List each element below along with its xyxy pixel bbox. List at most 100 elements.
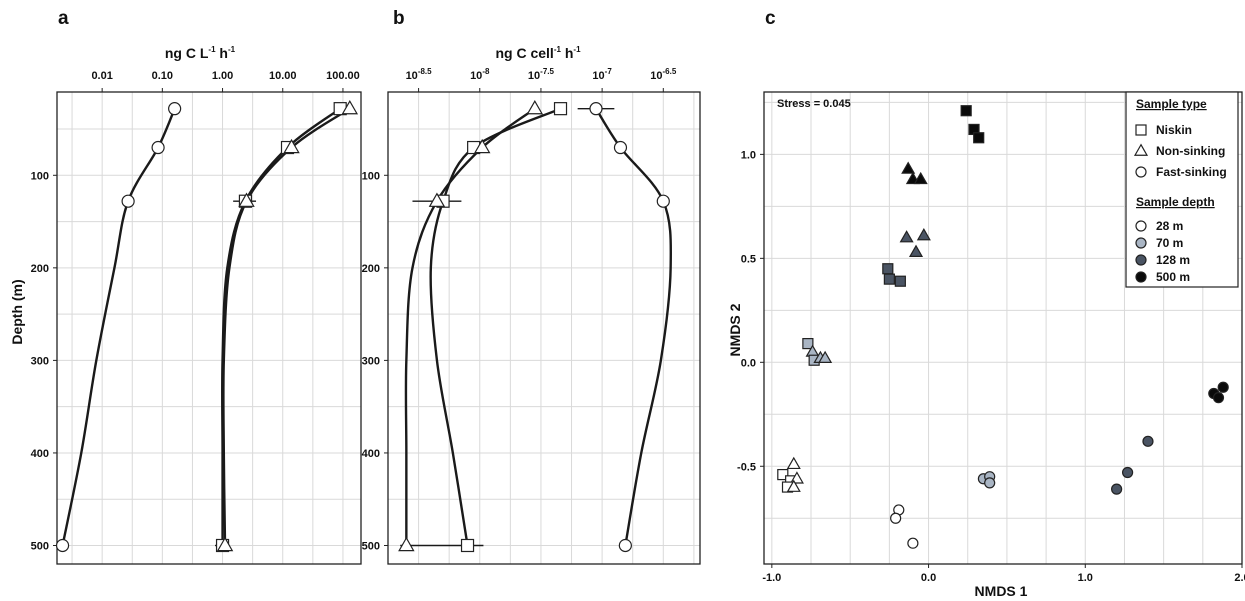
- data-point-square: [553, 102, 568, 116]
- plot-frame: [387, 91, 701, 565]
- data-point-triangle: [238, 192, 255, 207]
- data-point-circle: [121, 194, 135, 208]
- y-tick-label: 300: [31, 355, 49, 367]
- legend-marker-depth: [1135, 271, 1147, 283]
- legend-label: Niskin: [1156, 123, 1192, 137]
- nmds-point-circle: [1111, 483, 1123, 495]
- x-tick-label: 2.0: [1234, 572, 1245, 584]
- legend-label: Non-sinking: [1156, 144, 1225, 158]
- legend-label: Fast-sinking: [1156, 165, 1227, 179]
- depth-axis-title: Depth (m): [9, 279, 25, 344]
- x-tick-label: 0.01: [91, 70, 112, 82]
- data-point-circle: [168, 102, 182, 116]
- y-tick-label: 500: [31, 540, 49, 552]
- legend-marker-depth: [1135, 237, 1147, 249]
- data-point-circle: [618, 538, 632, 553]
- legend-title-sample-depth: Sample depth: [1136, 195, 1215, 209]
- data-point-triangle: [473, 138, 491, 154]
- nmds2-axis-title: NMDS 2: [727, 303, 743, 356]
- nmds-point-circle: [1121, 466, 1134, 479]
- nmds-point-triangle: [913, 171, 928, 185]
- panel-b-x-axis-title: ng C cell-1 h-1: [495, 45, 581, 61]
- data-point-triangle: [398, 536, 415, 552]
- plot-frame: [763, 91, 1243, 565]
- data-point-circle: [151, 140, 165, 155]
- legend-title-sample-type: Sample type: [1136, 97, 1207, 111]
- data-point-square: [460, 538, 475, 553]
- profile-curve-triangle: [222, 107, 351, 547]
- profile-curve-triangle: [404, 107, 537, 547]
- legend-label: 70 m: [1156, 236, 1183, 250]
- nmds-point-square: [802, 337, 814, 350]
- y-tick-label: 0.5: [741, 253, 756, 265]
- data-point-circle: [656, 194, 670, 208]
- legend-marker-depth: [1135, 254, 1147, 266]
- nmds-point-square: [973, 132, 985, 144]
- nmds-point-square: [883, 273, 895, 285]
- nmds-point-square: [777, 468, 789, 481]
- data-point-triangle: [526, 99, 544, 115]
- nmds-point-triangle: [786, 456, 801, 470]
- y-tick-label: 100: [362, 170, 380, 182]
- x-tick-label: 10.00: [269, 70, 297, 82]
- data-point-triangle: [216, 536, 234, 552]
- nmds-point-circle: [1142, 435, 1154, 447]
- x-tick-label: 0.0: [921, 572, 936, 584]
- legend: Sample type Niskin Non-sinking Fast-sinking…: [1125, 91, 1239, 288]
- x-tick-label: 10-6.5: [650, 67, 677, 82]
- nmds-point-triangle: [818, 350, 833, 363]
- x-tick-label: 10-8: [470, 67, 490, 82]
- nmds-point-circle: [984, 477, 996, 489]
- data-point-triangle: [341, 99, 359, 115]
- panel-b-plot: 10-8.5 10-8 10-7.5 10-7 10-6.5 100 200 300 400 50…: [362, 67, 701, 565]
- nmds1-axis-title: NMDS 1: [975, 583, 1028, 599]
- y-tick-label: 200: [31, 263, 49, 275]
- data-point-circle: [613, 140, 628, 155]
- panel-c-plot: -1.0 0.0 1.0 2.0 -0.5 0.0 0.5 1.0 Stress = 0.045…: [737, 91, 1245, 584]
- legend-marker-triangle: [1133, 143, 1149, 156]
- x-tick-label: 100.00: [326, 70, 360, 82]
- nmds-point-square: [882, 263, 894, 275]
- profile-curve-circle: [594, 107, 673, 547]
- legend-marker-square: [1135, 124, 1147, 136]
- legend-marker-circle: [1135, 166, 1147, 178]
- nmds-point-triangle: [901, 161, 916, 174]
- data-point-circle: [589, 102, 603, 116]
- panel-letter-b: b: [393, 8, 405, 29]
- panel-letter-a: a: [58, 8, 69, 29]
- nmds-point-circle: [907, 537, 919, 549]
- data-point-triangle: [283, 138, 300, 154]
- nmds-point-square: [894, 275, 906, 287]
- legend-label: 28 m: [1156, 219, 1183, 233]
- y-tick-label: -0.5: [737, 461, 756, 473]
- profile-curve-circle: [61, 107, 176, 547]
- panel-a-x-axis-title: ng C L-1 h-1: [165, 45, 236, 61]
- nmds-point-circle: [1217, 381, 1229, 393]
- x-tick-label: 10-7.5: [528, 67, 555, 82]
- x-tick-label: 10-8.5: [406, 67, 433, 82]
- nmds-point-square: [960, 105, 972, 117]
- nmds-point-circle: [1212, 392, 1225, 404]
- y-tick-label: 200: [362, 263, 380, 275]
- profile-curve-square: [220, 107, 342, 547]
- y-tick-label: 1.0: [741, 149, 756, 161]
- nmds-point-circle: [890, 512, 902, 524]
- nmds-point-triangle: [916, 228, 931, 241]
- x-tick-label: 10-7: [592, 67, 612, 82]
- y-tick-label: 400: [362, 448, 380, 460]
- y-tick-label: 0.0: [741, 357, 756, 369]
- x-tick-label: 1.0: [1078, 572, 1093, 584]
- nmds-point-triangle: [786, 479, 801, 492]
- data-point-triangle: [428, 192, 446, 207]
- legend-label: 128 m: [1156, 253, 1190, 267]
- legend-label: 500 m: [1156, 270, 1190, 284]
- nmds-point-triangle: [908, 244, 924, 257]
- nmds-point-triangle: [899, 230, 914, 243]
- y-tick-label: 500: [362, 540, 380, 552]
- data-point-circle: [55, 538, 70, 553]
- y-tick-label: 100: [31, 170, 49, 182]
- panel-a-plot: 0.01 0.10 1.00 10.00 100.00 100 200 300 400 500: [31, 70, 362, 565]
- plot-frame: [56, 91, 362, 565]
- panel-letter-c: c: [765, 8, 776, 29]
